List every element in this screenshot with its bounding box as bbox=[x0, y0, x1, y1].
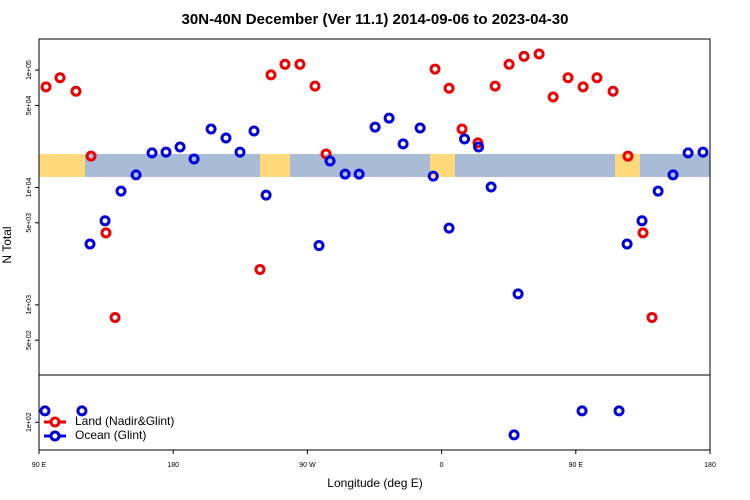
y-tick-label: 1e+04 bbox=[26, 178, 33, 198]
point bbox=[621, 238, 633, 250]
point bbox=[489, 80, 501, 92]
x-tick-label: 90 E bbox=[569, 462, 584, 469]
y-tick-label: 1e+02 bbox=[26, 412, 33, 432]
point bbox=[369, 121, 381, 133]
point bbox=[503, 58, 515, 70]
y-tick-label: 1e+05 bbox=[26, 60, 33, 80]
point bbox=[576, 405, 588, 417]
map-ocean bbox=[85, 154, 260, 177]
point bbox=[636, 215, 648, 227]
point bbox=[39, 405, 51, 417]
point bbox=[130, 169, 142, 181]
point bbox=[313, 240, 325, 252]
legend-marker bbox=[49, 416, 61, 428]
point bbox=[353, 168, 365, 180]
point bbox=[40, 81, 52, 93]
point bbox=[100, 227, 112, 239]
point bbox=[174, 141, 186, 153]
x-tick-label: 90 E bbox=[32, 462, 47, 469]
point bbox=[309, 80, 321, 92]
point bbox=[697, 146, 709, 158]
point bbox=[613, 405, 625, 417]
point bbox=[76, 405, 88, 417]
point bbox=[459, 133, 471, 145]
point bbox=[85, 150, 97, 162]
point bbox=[512, 288, 524, 300]
point bbox=[443, 222, 455, 234]
map-ocean bbox=[290, 154, 430, 177]
point bbox=[397, 138, 409, 150]
legend-box bbox=[42, 414, 192, 446]
point bbox=[591, 72, 603, 84]
point bbox=[473, 141, 485, 153]
point bbox=[160, 146, 172, 158]
point bbox=[577, 81, 589, 93]
point bbox=[188, 153, 200, 165]
point bbox=[518, 50, 530, 62]
point bbox=[220, 132, 232, 144]
point bbox=[485, 181, 497, 193]
point bbox=[652, 185, 664, 197]
point bbox=[54, 72, 66, 84]
point bbox=[443, 82, 455, 94]
point bbox=[682, 147, 694, 159]
point bbox=[456, 123, 468, 135]
point bbox=[146, 147, 158, 159]
point bbox=[339, 168, 351, 180]
point bbox=[667, 169, 679, 181]
point bbox=[248, 125, 260, 137]
plot-frame bbox=[38, 38, 711, 451]
point bbox=[383, 112, 395, 124]
point bbox=[646, 312, 658, 324]
y-tick-label: 5e+02 bbox=[26, 330, 33, 350]
chart-title: 30N-40N December (Ver 11.1) 2014-09-06 t… bbox=[182, 11, 569, 28]
point bbox=[265, 69, 277, 81]
point bbox=[84, 238, 96, 250]
point bbox=[254, 264, 266, 276]
point bbox=[99, 215, 111, 227]
legend-label: Ocean (Glint) bbox=[75, 428, 146, 442]
point bbox=[427, 170, 439, 182]
y-tick-label: 1e+03 bbox=[26, 295, 33, 315]
point bbox=[508, 429, 520, 441]
point bbox=[622, 150, 634, 162]
x-tick-label: 180 bbox=[704, 462, 716, 469]
point bbox=[234, 146, 246, 158]
map-band bbox=[39, 154, 710, 177]
point bbox=[637, 227, 649, 239]
point bbox=[279, 58, 291, 70]
x-tick-label: 90 W bbox=[299, 462, 316, 469]
legend-label: Land (Nadir&Glint) bbox=[75, 414, 174, 428]
map-ocean bbox=[455, 154, 615, 177]
x-tick-label: 0 bbox=[440, 462, 444, 469]
point bbox=[429, 63, 441, 75]
point bbox=[562, 72, 574, 84]
x-axis-label: Longitude (deg E) bbox=[327, 476, 422, 490]
point bbox=[70, 85, 82, 97]
point bbox=[607, 85, 619, 97]
point bbox=[205, 123, 217, 135]
map-ocean bbox=[640, 154, 710, 177]
point bbox=[260, 189, 272, 201]
point bbox=[324, 155, 336, 167]
x-tick-label: 180 bbox=[167, 462, 179, 469]
point bbox=[109, 312, 121, 324]
point bbox=[414, 122, 426, 134]
point bbox=[547, 91, 559, 103]
point bbox=[533, 48, 545, 60]
y-axis-label: N Total bbox=[0, 226, 14, 263]
point bbox=[294, 58, 306, 70]
point bbox=[115, 185, 127, 197]
legend-marker bbox=[49, 430, 61, 442]
y-tick-label: 5e+03 bbox=[26, 213, 33, 233]
y-tick-label: 5e+04 bbox=[26, 95, 33, 115]
